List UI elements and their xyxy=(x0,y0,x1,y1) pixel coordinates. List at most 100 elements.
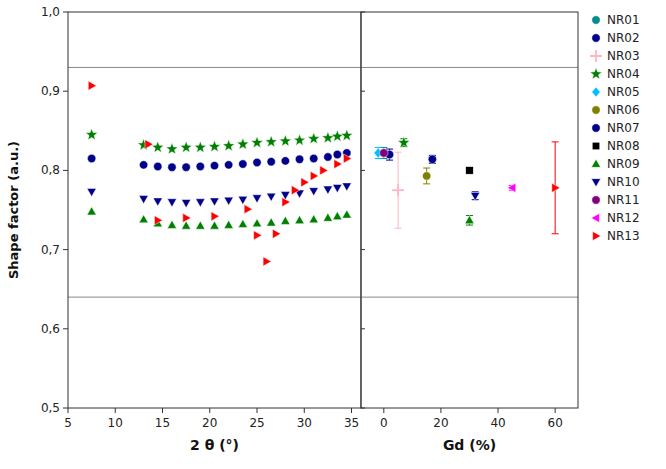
data-point xyxy=(324,153,332,161)
y-tick-label: 1,0 xyxy=(41,5,60,19)
y-tick xyxy=(63,328,68,329)
data-point xyxy=(281,157,289,165)
x-tick-label: 35 xyxy=(344,416,359,430)
data-point xyxy=(343,154,351,163)
legend-label: NR09 xyxy=(607,157,640,171)
data-point xyxy=(295,155,303,163)
data-point xyxy=(265,136,277,147)
data-point xyxy=(341,129,353,140)
x-tick xyxy=(304,408,305,413)
data-point xyxy=(309,188,318,196)
data-point xyxy=(238,196,247,204)
legend-marker xyxy=(592,16,600,24)
data-point xyxy=(331,130,343,141)
data-point xyxy=(154,162,162,170)
data-point xyxy=(239,160,247,168)
legend-marker xyxy=(592,34,600,42)
data-point xyxy=(237,138,249,149)
data-point xyxy=(88,81,96,90)
y-tick xyxy=(63,91,68,92)
data-point xyxy=(466,167,474,175)
data-point xyxy=(342,210,351,218)
legend-label: NR01 xyxy=(607,13,640,27)
x-tick-label: 15 xyxy=(155,416,170,430)
reference-line xyxy=(361,297,578,298)
data-point xyxy=(87,188,96,196)
data-point xyxy=(196,221,205,229)
reference-line xyxy=(361,67,578,68)
series xyxy=(380,149,388,157)
y-tick xyxy=(63,249,68,250)
legend-label: NR11 xyxy=(607,193,640,207)
data-point xyxy=(552,183,560,192)
legend: NR01NR02NR03NR04NR05NR06NR07NR08NR09NR10… xyxy=(590,13,640,243)
legend-marker xyxy=(591,159,600,167)
y-tick-label: 0,8 xyxy=(41,163,60,177)
data-point xyxy=(308,132,320,143)
chart-container: 51015202530350,50,60,70,80,91,02 θ (°)Sh… xyxy=(0,0,666,469)
y-tick xyxy=(63,170,68,171)
data-point xyxy=(183,213,191,222)
data-point xyxy=(282,197,290,206)
y-tick xyxy=(361,170,365,171)
legend-label: NR03 xyxy=(607,49,640,63)
series xyxy=(422,168,430,184)
data-point xyxy=(294,134,306,145)
data-point xyxy=(322,132,334,143)
legend-label: NR12 xyxy=(607,211,640,225)
data-point xyxy=(398,136,410,147)
x-axis-label: 2 θ (°) xyxy=(190,437,239,453)
background xyxy=(0,0,666,469)
data-point xyxy=(167,220,176,228)
panel: 0204060Gd (%) xyxy=(361,12,578,453)
series xyxy=(466,167,474,175)
data-point xyxy=(342,183,351,191)
data-point xyxy=(166,143,178,154)
data-point xyxy=(253,158,261,166)
series xyxy=(88,81,351,266)
panel: 51015202530350,50,60,70,80,91,02 θ (°)Sh… xyxy=(6,5,361,453)
series xyxy=(471,192,480,201)
data-point xyxy=(153,198,162,206)
data-point xyxy=(323,186,332,194)
y-tick xyxy=(63,12,68,13)
data-point xyxy=(465,215,474,223)
data-point xyxy=(238,219,247,227)
data-point xyxy=(210,198,219,206)
series xyxy=(428,155,436,163)
data-point xyxy=(295,215,304,223)
legend-label: NR06 xyxy=(607,103,640,117)
y-tick xyxy=(361,249,365,250)
data-point xyxy=(182,200,191,208)
data-point xyxy=(273,229,281,238)
legend-marker xyxy=(592,87,600,97)
data-point xyxy=(333,150,341,158)
y-tick-label: 0,7 xyxy=(41,243,60,257)
x-tick xyxy=(209,408,210,413)
legend-label: NR04 xyxy=(607,67,640,81)
data-point xyxy=(507,183,515,192)
y-tick-label: 0,6 xyxy=(41,322,60,336)
series xyxy=(87,183,351,208)
data-point xyxy=(87,154,95,162)
data-point xyxy=(87,207,96,215)
series xyxy=(392,152,404,228)
legend-marker xyxy=(592,142,600,150)
chart-svg: 51015202530350,50,60,70,80,91,02 θ (°)Sh… xyxy=(0,0,666,469)
series xyxy=(86,128,353,154)
data-point xyxy=(333,212,342,220)
data-point xyxy=(252,195,261,203)
series xyxy=(552,142,560,234)
y-axis-label: Shape factor (a.u.) xyxy=(6,141,21,279)
data-point xyxy=(267,218,276,226)
data-point xyxy=(380,149,388,157)
data-point xyxy=(209,140,221,151)
data-point xyxy=(139,196,148,204)
data-point xyxy=(310,171,318,180)
series xyxy=(507,183,515,192)
data-point xyxy=(152,141,164,152)
reference-line xyxy=(68,297,361,298)
legend-label: NR07 xyxy=(607,121,640,135)
data-point xyxy=(224,197,233,205)
data-point xyxy=(281,216,290,224)
